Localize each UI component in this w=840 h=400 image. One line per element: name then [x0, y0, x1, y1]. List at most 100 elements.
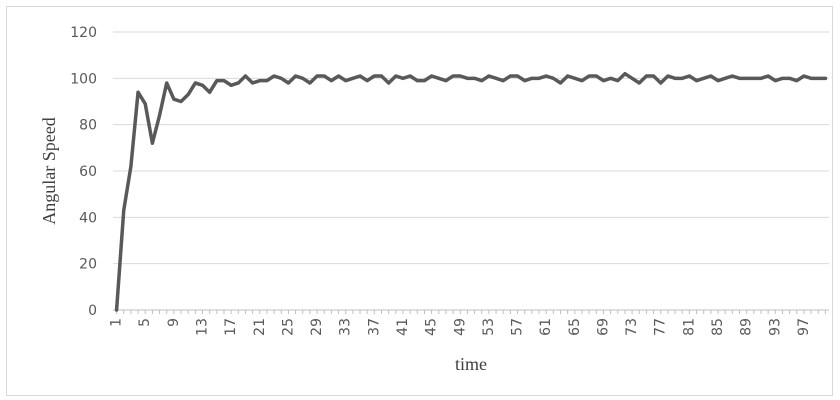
data-point: [802, 74, 806, 78]
data-point: [623, 72, 627, 76]
x-tick-label: 33: [338, 318, 354, 336]
data-point: [487, 74, 491, 78]
data-point: [687, 74, 691, 78]
x-tick-label: 49: [452, 318, 468, 336]
data-point: [186, 93, 190, 97]
data-point: [544, 74, 548, 78]
data-point: [823, 76, 827, 80]
data-point: [788, 76, 792, 80]
data-point: [523, 79, 527, 83]
data-point: [344, 79, 348, 83]
data-point: [301, 76, 305, 80]
data-point: [415, 79, 419, 83]
data-point: [150, 141, 154, 145]
data-point: [573, 76, 577, 80]
data-point: [644, 74, 648, 78]
data-point: [809, 76, 813, 80]
y-tick-label: 120: [70, 25, 97, 41]
data-point: [695, 79, 699, 83]
data-point: [115, 308, 119, 312]
gridlines: [113, 31, 829, 311]
y-axis-title: Angular Speed: [39, 117, 59, 224]
y-tick-label: 60: [79, 164, 97, 180]
line-chart: 0 20 40 60 80 100 120 1 5 9 13 17 21 25 29 33 37 41 45 49 5…: [39, 25, 829, 374]
x-tick-label: 25: [280, 318, 296, 336]
data-point: [215, 79, 219, 83]
y-tick-label: 80: [79, 118, 97, 134]
data-point: [508, 74, 512, 78]
data-point: [637, 81, 641, 85]
data-point: [702, 76, 706, 80]
data-point: [279, 76, 283, 80]
data-point: [380, 74, 383, 78]
data-point: [122, 208, 126, 212]
x-tick-label: 21: [252, 318, 268, 336]
x-tick-label: 61: [538, 318, 554, 336]
x-tick-label: 53: [481, 318, 497, 336]
data-point: [286, 81, 290, 85]
data-point: [709, 74, 713, 78]
data-point: [136, 90, 140, 94]
chart-frame: 0 20 40 60 80 100 120 1 5 9 13 17 21 25 29 33 37 41 45 49 5…: [6, 6, 833, 396]
data-point: [501, 79, 505, 83]
data-point: [716, 79, 720, 83]
data-point: [437, 76, 441, 80]
data-point: [780, 76, 784, 80]
x-tick-label: 45: [424, 318, 440, 336]
data-point: [666, 74, 670, 78]
data-point: [208, 90, 212, 94]
data-point: [738, 76, 741, 80]
x-tick-label: 93: [767, 318, 783, 336]
data-point: [730, 74, 734, 78]
data-point: [222, 79, 226, 83]
data-point: [444, 79, 448, 83]
y-axis-ticks: 0 20 40 60 80 100 120: [70, 25, 97, 319]
data-point: [537, 76, 541, 80]
data-point: [294, 74, 298, 78]
y-tick-label: 40: [79, 210, 97, 226]
x-tick-label: 29: [309, 318, 325, 336]
y-tick-label: 20: [79, 257, 97, 273]
data-point: [465, 76, 469, 80]
x-tick-label: 17: [223, 318, 239, 336]
data-point: [530, 76, 534, 80]
data-point: [322, 74, 326, 78]
data-point: [422, 79, 426, 83]
data-point: [430, 74, 434, 78]
data-point: [358, 74, 362, 78]
data-point: [473, 76, 477, 80]
data-point: [659, 81, 663, 85]
x-tick-label: 81: [681, 318, 697, 336]
data-point: [766, 74, 770, 78]
series-group: [114, 71, 828, 312]
data-point: [494, 76, 498, 80]
data-point: [652, 74, 656, 78]
data-point: [773, 79, 777, 83]
data-point: [759, 76, 763, 80]
data-point: [795, 79, 799, 83]
data-point: [315, 74, 319, 78]
x-tick-label: 97: [796, 318, 812, 336]
data-point: [351, 76, 355, 80]
data-point: [680, 76, 684, 80]
data-point: [723, 76, 727, 80]
x-tick-label: 85: [710, 318, 726, 336]
x-tick-label: 73: [624, 318, 640, 336]
data-point: [601, 79, 605, 83]
x-tick-label: 41: [395, 318, 411, 336]
data-point: [673, 76, 677, 80]
data-point: [587, 74, 591, 78]
data-point: [401, 76, 405, 80]
data-point: [251, 81, 255, 85]
data-point: [609, 76, 613, 80]
x-tick-label: 1: [109, 318, 125, 327]
data-point: [365, 79, 369, 83]
data-point: [329, 79, 333, 83]
data-point: [236, 81, 240, 85]
data-point: [816, 76, 820, 80]
data-point: [616, 79, 620, 83]
data-point: [458, 74, 462, 78]
data-point: [451, 74, 455, 78]
data-point: [630, 76, 634, 80]
x-tick-label: 57: [510, 318, 526, 336]
